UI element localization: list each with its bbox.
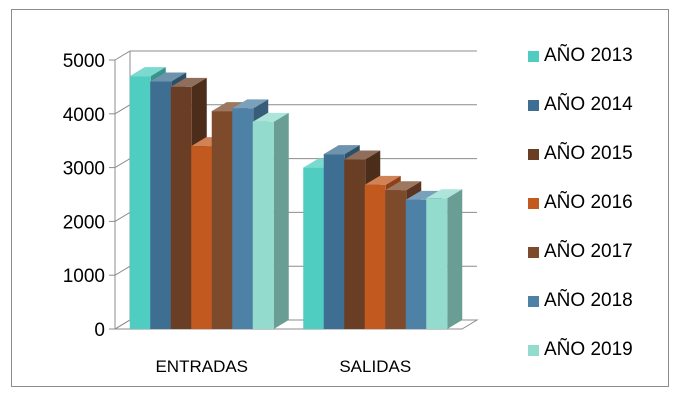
- bar-front: [191, 146, 212, 329]
- legend-swatch: [528, 247, 539, 258]
- gridline-depth: [115, 212, 130, 221]
- legend-label: AÑO 2018: [544, 289, 633, 313]
- legend-swatch: [528, 100, 539, 111]
- x-tick-label: ENTRADAS: [155, 357, 248, 376]
- gridline-depth: [115, 51, 130, 60]
- legend-label: AÑO 2013: [544, 44, 633, 68]
- legend-swatch: [528, 149, 539, 160]
- bar-side: [447, 189, 462, 329]
- y-tick-label: 2000: [63, 212, 105, 233]
- bar-front: [385, 190, 406, 329]
- bar-side: [274, 113, 289, 329]
- y-tick-label: 5000: [63, 51, 105, 72]
- bar-front: [406, 200, 427, 329]
- bar-front: [253, 122, 274, 329]
- bars: [130, 67, 463, 329]
- x-tick-label: SALIDAS: [339, 357, 411, 376]
- legend-label: AÑO 2019: [544, 338, 633, 362]
- y-axis-ticks: 0 1000 2000 3000 4000 5000: [63, 51, 105, 341]
- legend-label: AÑO 2015: [544, 142, 633, 166]
- bar-front: [365, 185, 386, 329]
- x-axis-ticks: ENTRADAS SALIDAS: [155, 357, 411, 376]
- legend-label: AÑO 2016: [544, 191, 633, 215]
- bar-front: [324, 154, 345, 329]
- gridline-depth: [115, 320, 130, 329]
- bar: [426, 189, 462, 329]
- bar-front: [171, 87, 192, 329]
- legend-swatch: [528, 198, 539, 209]
- y-tick-label: 4000: [63, 105, 105, 126]
- bar: [253, 113, 289, 329]
- bar-front: [344, 160, 365, 329]
- gridline-depth: [115, 105, 130, 114]
- bar-front: [303, 168, 324, 329]
- y-tick-label: 3000: [63, 159, 105, 180]
- legend-swatch: [528, 345, 539, 356]
- bar-front: [232, 108, 253, 329]
- bar-front: [130, 76, 151, 329]
- legend-label: AÑO 2014: [544, 93, 633, 117]
- legend-label: AÑO 2017: [544, 240, 633, 264]
- gridline-depth: [115, 159, 130, 168]
- bar-front: [212, 111, 233, 329]
- y-tick-label: 1000: [63, 266, 105, 287]
- gridline-depth: [115, 266, 130, 275]
- legend-swatch: [528, 296, 539, 307]
- bar-front: [426, 198, 447, 329]
- bar-front: [150, 82, 171, 329]
- legend-swatch: [528, 51, 539, 62]
- y-tick-label: 0: [94, 320, 105, 341]
